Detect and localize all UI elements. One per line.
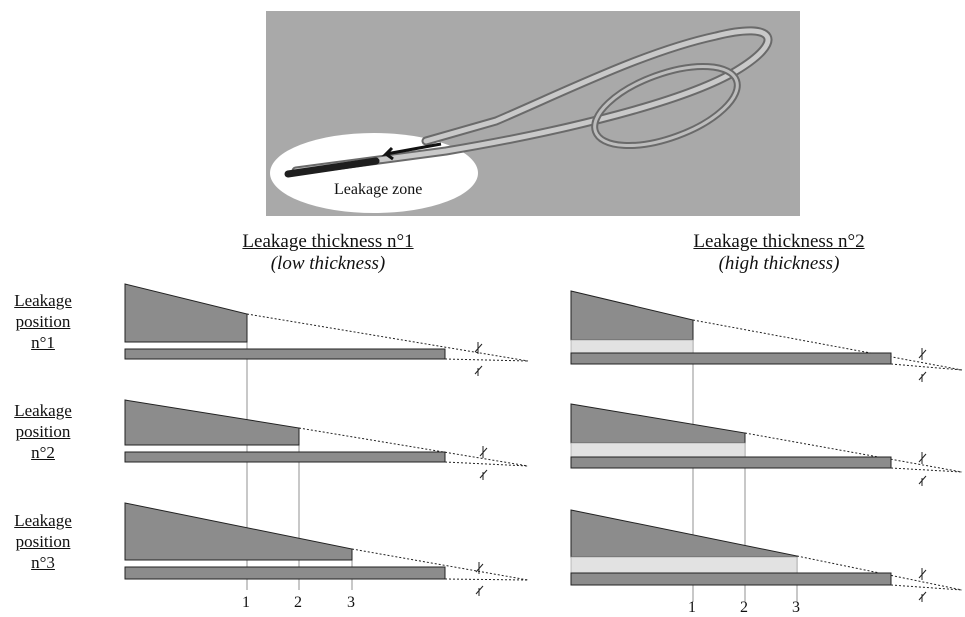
column-subtitle-1: (low thickness): [270, 253, 386, 274]
plate-extension: [444, 578, 529, 581]
position-label-right-1: 1: [688, 599, 696, 616]
wedge-right-row1: [570, 290, 694, 341]
wedge-left-row1: [124, 283, 248, 343]
wedge-right-row3: [570, 509, 798, 558]
break-mark-icon: [918, 452, 927, 486]
plate-extension: [444, 461, 529, 467]
row-label-line: n°3: [31, 553, 55, 572]
plate-right-row1: [570, 352, 892, 365]
column-title-2: Leakage thickness n°2: [693, 231, 865, 252]
plate-extension: [890, 363, 963, 371]
row-label-position-3: Leakage position n°3: [3, 510, 83, 573]
plate-extension: [444, 358, 529, 362]
wedge-extension: [298, 427, 529, 467]
row-label-line: Leakage: [14, 511, 72, 530]
column-title-1: Leakage thickness n°1: [242, 231, 414, 252]
wedge-left-row2: [124, 399, 300, 446]
position-label-left-1: 1: [242, 594, 250, 611]
loop-strip: [291, 26, 773, 176]
row-label-line: position: [15, 312, 71, 331]
position-label-right-2: 2: [740, 599, 748, 616]
arrow-icon: [381, 142, 442, 161]
plate-left-row2: [124, 451, 446, 463]
wedge-extension: [246, 313, 529, 362]
row-label-position-2: Leakage position n°2: [3, 400, 83, 463]
row-label-line: Leakage: [14, 401, 72, 420]
wedge-extension: [351, 548, 529, 581]
leak-gap-row3: [570, 556, 798, 574]
row-label-line: n°2: [31, 443, 55, 462]
leak-gap-row2: [570, 442, 746, 458]
strip-end-dark: [284, 157, 380, 178]
wedge-right-row2: [570, 403, 746, 444]
row-label-position-1: Leakage position n°1: [3, 290, 83, 353]
plate-right-row3: [570, 572, 892, 586]
plate-right-row2: [570, 456, 892, 469]
row-label-line: position: [15, 532, 71, 551]
position-label-right-3: 3: [792, 599, 800, 616]
wedge-left-row3: [124, 502, 353, 561]
wedge-extension: [692, 319, 963, 371]
position-label-left-3: 3: [347, 594, 355, 611]
plate-left-row3: [124, 566, 446, 580]
plate-left-row1: [124, 348, 446, 360]
wedge-extension: [744, 432, 963, 473]
column-subtitle-2: (high thickness): [718, 253, 840, 274]
column-header-thickness-1: Leakage thickness n°1 (low thickness): [218, 231, 438, 275]
column-header-thickness-2: Leakage thickness n°2 (high thickness): [664, 231, 894, 275]
row-label-line: n°1: [31, 333, 55, 352]
break-mark-icon: [474, 342, 483, 376]
position-label-left-2: 2: [294, 594, 302, 611]
break-mark-icon: [918, 348, 927, 382]
break-mark-icon: [479, 446, 488, 480]
row-label-line: position: [15, 422, 71, 441]
break-mark-icon: [918, 568, 927, 602]
loop-photograph: Leakage zone: [266, 11, 800, 216]
break-mark-icon: [475, 562, 484, 596]
leak-gap-row1: [570, 339, 694, 354]
leakage-zone-label: Leakage zone: [334, 181, 422, 198]
row-label-line: Leakage: [14, 291, 72, 310]
